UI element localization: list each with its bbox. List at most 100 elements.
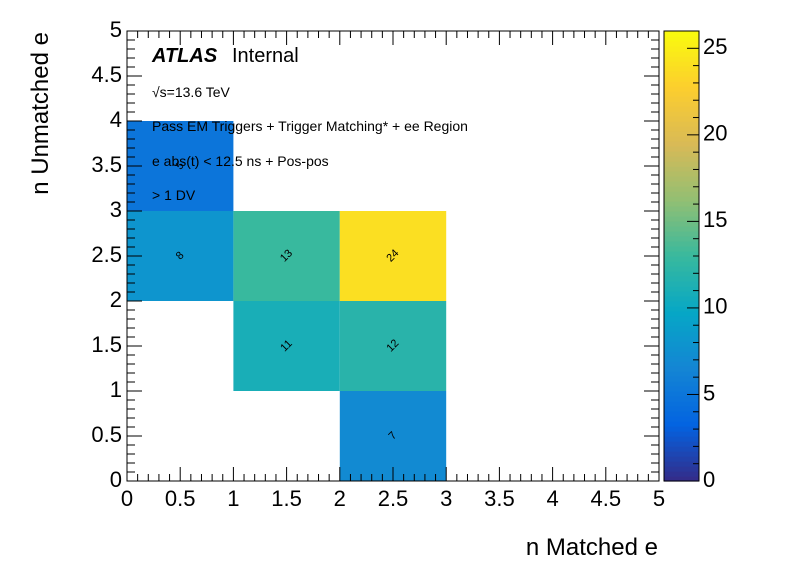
y-tick-label: 1 <box>110 377 122 402</box>
colorbar-segment <box>664 46 699 52</box>
colorbar-segment <box>664 401 699 407</box>
colorbar-segment <box>664 476 699 482</box>
colorbar-segment <box>664 116 699 122</box>
colorbar-segment <box>664 171 699 177</box>
heatmap-cell <box>339 211 447 301</box>
internal-label: Internal <box>232 45 299 67</box>
y-tick-label: 3 <box>110 197 122 222</box>
colorbar-segment <box>664 431 699 437</box>
x-tick-label: 4.5 <box>591 486 622 511</box>
heatmap-cell <box>339 391 447 481</box>
colorbar-segment <box>664 236 699 242</box>
colorbar-segment <box>664 381 699 387</box>
x-tick-label: 3.5 <box>484 486 515 511</box>
colorbar-segment <box>664 396 699 402</box>
colorbar-segment <box>664 131 699 137</box>
y-axis-label: n Unmatched e <box>27 32 54 195</box>
colorbar-segment <box>664 276 699 282</box>
colorbar-segment <box>664 211 699 217</box>
colorbar-tick-label: 25 <box>703 34 727 59</box>
colorbar-segment <box>664 421 699 427</box>
heatmap-cell <box>127 121 234 211</box>
y-tick-label: 5 <box>110 17 122 42</box>
heatmap-cells <box>127 121 447 481</box>
colorbar-segment <box>664 111 699 117</box>
colorbar-segment <box>664 351 699 357</box>
x-tick-label: 0 <box>121 486 133 511</box>
x-tick-label: 3 <box>440 486 452 511</box>
colorbar-segment <box>664 326 699 332</box>
x-tick-label: 5 <box>653 486 665 511</box>
heatmap-cell <box>233 211 340 301</box>
colorbar-segment <box>664 231 699 237</box>
colorbar-segment <box>664 286 699 292</box>
colorbar-segment <box>664 291 699 297</box>
colorbar-tick-label: 0 <box>703 467 715 492</box>
colorbar-segment <box>664 266 699 272</box>
colorbar-segment <box>664 346 699 352</box>
colorbar-segment <box>664 446 699 452</box>
colorbar-segment <box>664 391 699 397</box>
colorbar-segment <box>664 186 699 192</box>
heatmap-cell <box>127 211 234 301</box>
colorbar-segment <box>664 41 699 47</box>
colorbar-segment <box>664 246 699 252</box>
y-tick-label: 0.5 <box>91 422 122 447</box>
colorbar-segment <box>664 146 699 152</box>
y-tick-label: 2.5 <box>91 242 122 267</box>
colorbar-segment <box>664 206 699 212</box>
colorbar-segment <box>664 471 699 477</box>
colorbar-segment <box>664 141 699 147</box>
colorbar-segment <box>664 306 699 312</box>
colorbar-segment <box>664 321 699 327</box>
colorbar-segment <box>664 176 699 182</box>
colorbar-segment <box>664 191 699 197</box>
colorbar-segment <box>664 36 699 42</box>
colorbar-tick-label: 20 <box>703 121 727 146</box>
energy-label: √s=13.6 TeV <box>152 84 231 100</box>
colorbar-segment <box>664 366 699 372</box>
colorbar-tick-label: 10 <box>703 294 727 319</box>
x-tick-label: 2 <box>334 486 346 511</box>
colorbar-segment <box>664 156 699 162</box>
colorbar-segment <box>664 61 699 67</box>
colorbar-segment <box>664 411 699 417</box>
colorbar-segment <box>664 451 699 457</box>
x-tick-label: 4 <box>546 486 558 511</box>
colorbar-tick-label: 5 <box>703 380 715 405</box>
colorbar-segment <box>664 66 699 72</box>
heatmap-cell <box>339 301 447 391</box>
colorbar-segment <box>664 106 699 112</box>
colorbar-segment <box>664 31 699 37</box>
colorbar-segment <box>664 96 699 102</box>
colorbar-segment <box>664 316 699 322</box>
x-tick-label: 1 <box>227 486 239 511</box>
colorbar-segment <box>664 196 699 202</box>
colorbar-segment <box>664 296 699 302</box>
colorbar-segment <box>664 201 699 207</box>
selection-line-1: Pass EM Triggers + Trigger Matching* + e… <box>152 118 468 134</box>
colorbar-segment <box>664 221 699 227</box>
y-tick-label: 1.5 <box>91 332 122 357</box>
colorbar-segment <box>664 166 699 172</box>
colorbar-segment <box>664 76 699 82</box>
colorbar: 0 5 10 15 20 25 <box>663 30 727 492</box>
colorbar-segment <box>664 81 699 87</box>
colorbar-segment <box>664 311 699 317</box>
colorbar-segment <box>664 281 699 287</box>
colorbar-segment <box>664 301 699 307</box>
colorbar-segment <box>664 416 699 422</box>
y-axis: 0 0.5 1 1.5 2 2.5 3 3.5 4 4.5 5 <box>91 17 659 492</box>
colorbar-segment <box>664 121 699 127</box>
colorbar-segment <box>664 151 699 157</box>
colorbar-segment <box>664 336 699 342</box>
colorbar-segment <box>664 466 699 472</box>
colorbar-segment <box>664 161 699 167</box>
colorbar-segment <box>664 271 699 277</box>
colorbar-segment <box>664 261 699 267</box>
colorbar-segment <box>664 216 699 222</box>
colorbar-segment <box>664 251 699 257</box>
colorbar-tick-label: 15 <box>703 207 727 232</box>
y-tick-label: 4.5 <box>91 62 122 87</box>
colorbar-segment <box>664 341 699 347</box>
